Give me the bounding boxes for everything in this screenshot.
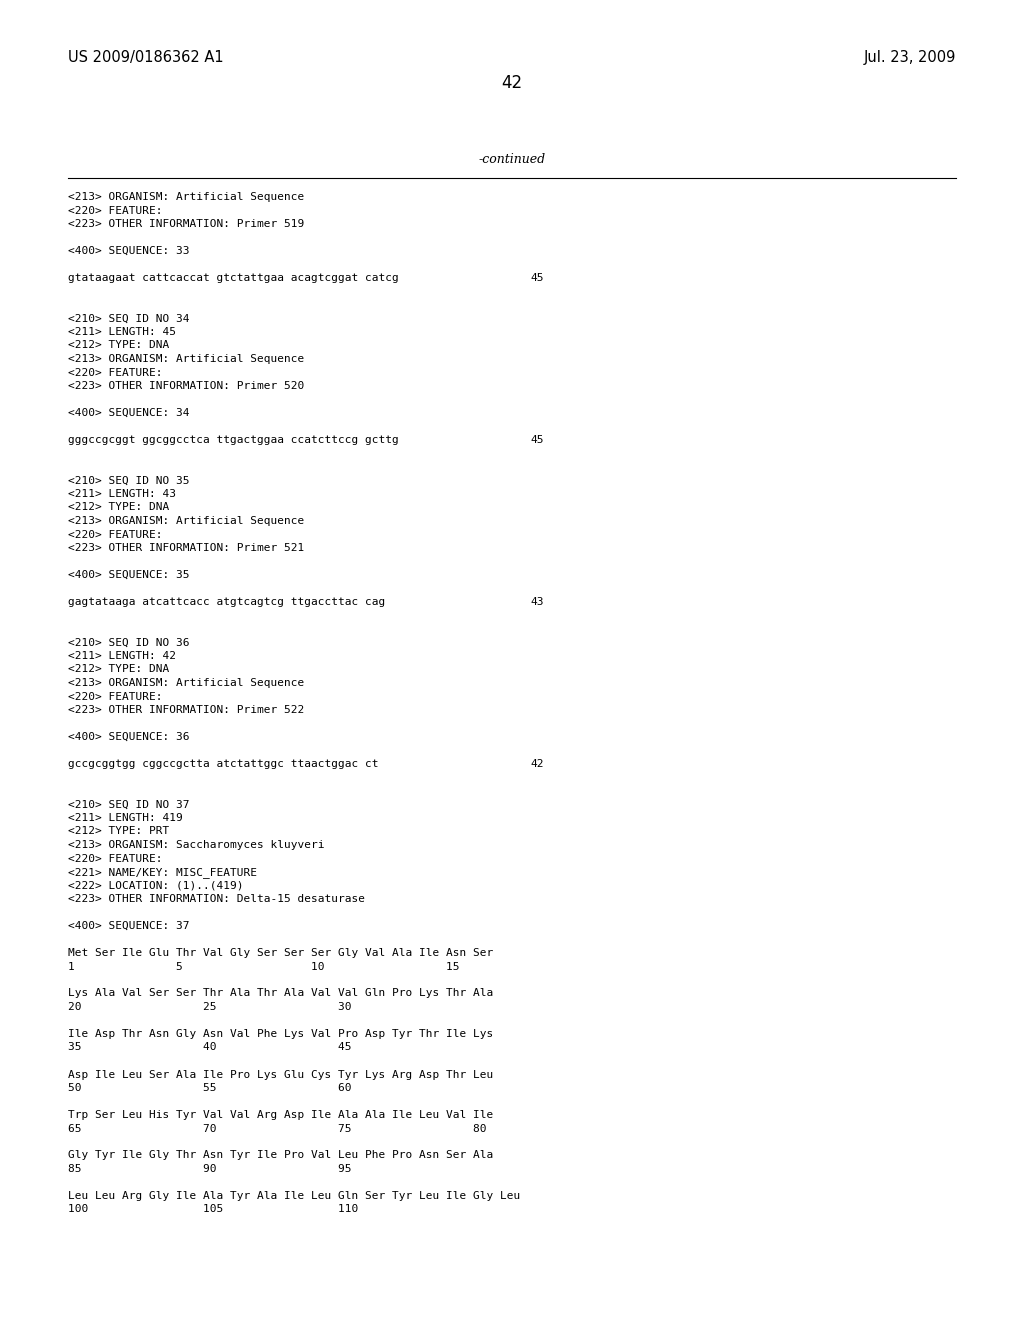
Text: Met Ser Ile Glu Thr Val Gly Ser Ser Ser Gly Val Ala Ile Asn Ser: Met Ser Ile Glu Thr Val Gly Ser Ser Ser … — [68, 948, 494, 958]
Text: 100                 105                 110: 100 105 110 — [68, 1204, 358, 1214]
Text: <213> ORGANISM: Saccharomyces kluyveri: <213> ORGANISM: Saccharomyces kluyveri — [68, 840, 325, 850]
Text: 65                  70                  75                  80: 65 70 75 80 — [68, 1123, 486, 1134]
Text: <222> LOCATION: (1)..(419): <222> LOCATION: (1)..(419) — [68, 880, 244, 891]
Text: <211> LENGTH: 419: <211> LENGTH: 419 — [68, 813, 182, 822]
Text: Ile Asp Thr Asn Gly Asn Val Phe Lys Val Pro Asp Tyr Thr Ile Lys: Ile Asp Thr Asn Gly Asn Val Phe Lys Val … — [68, 1030, 494, 1039]
Text: <210> SEQ ID NO 37: <210> SEQ ID NO 37 — [68, 800, 189, 809]
Text: <400> SEQUENCE: 37: <400> SEQUENCE: 37 — [68, 921, 189, 931]
Text: 42: 42 — [502, 74, 522, 92]
Text: 43: 43 — [530, 597, 544, 607]
Text: <220> FEATURE:: <220> FEATURE: — [68, 692, 163, 701]
Text: -continued: -continued — [478, 153, 546, 166]
Text: <223> OTHER INFORMATION: Delta-15 desaturase: <223> OTHER INFORMATION: Delta-15 desatu… — [68, 894, 365, 904]
Text: gggccgcggt ggcggcctca ttgactggaa ccatcttccg gcttg: gggccgcggt ggcggcctca ttgactggaa ccatctt… — [68, 436, 398, 445]
Text: <212> TYPE: DNA: <212> TYPE: DNA — [68, 503, 169, 512]
Text: 85                  90                  95: 85 90 95 — [68, 1164, 351, 1173]
Text: gccgcggtgg cggccgctta atctattggc ttaactggac ct: gccgcggtgg cggccgctta atctattggc ttaactg… — [68, 759, 379, 770]
Text: <223> OTHER INFORMATION: Primer 519: <223> OTHER INFORMATION: Primer 519 — [68, 219, 304, 228]
Text: <210> SEQ ID NO 34: <210> SEQ ID NO 34 — [68, 314, 189, 323]
Text: <223> OTHER INFORMATION: Primer 520: <223> OTHER INFORMATION: Primer 520 — [68, 381, 304, 391]
Text: 20                  25                  30: 20 25 30 — [68, 1002, 351, 1012]
Text: <211> LENGTH: 42: <211> LENGTH: 42 — [68, 651, 176, 661]
Text: <213> ORGANISM: Artificial Sequence: <213> ORGANISM: Artificial Sequence — [68, 191, 304, 202]
Text: 35                  40                  45: 35 40 45 — [68, 1043, 351, 1052]
Text: US 2009/0186362 A1: US 2009/0186362 A1 — [68, 50, 223, 65]
Text: <400> SEQUENCE: 36: <400> SEQUENCE: 36 — [68, 733, 189, 742]
Text: Trp Ser Leu His Tyr Val Val Arg Asp Ile Ala Ala Ile Leu Val Ile: Trp Ser Leu His Tyr Val Val Arg Asp Ile … — [68, 1110, 494, 1119]
Text: <220> FEATURE:: <220> FEATURE: — [68, 529, 163, 540]
Text: <211> LENGTH: 43: <211> LENGTH: 43 — [68, 488, 176, 499]
Text: <223> OTHER INFORMATION: Primer 521: <223> OTHER INFORMATION: Primer 521 — [68, 543, 304, 553]
Text: <400> SEQUENCE: 35: <400> SEQUENCE: 35 — [68, 570, 189, 579]
Text: 1               5                   10                  15: 1 5 10 15 — [68, 961, 460, 972]
Text: <211> LENGTH: 45: <211> LENGTH: 45 — [68, 327, 176, 337]
Text: gagtataaga atcattcacc atgtcagtcg ttgaccttac cag: gagtataaga atcattcacc atgtcagtcg ttgacct… — [68, 597, 385, 607]
Text: <220> FEATURE:: <220> FEATURE: — [68, 854, 163, 863]
Text: gtataagaat cattcaccat gtctattgaa acagtcggat catcg: gtataagaat cattcaccat gtctattgaa acagtcg… — [68, 273, 398, 282]
Text: <212> TYPE: DNA: <212> TYPE: DNA — [68, 664, 169, 675]
Text: <400> SEQUENCE: 34: <400> SEQUENCE: 34 — [68, 408, 189, 418]
Text: <210> SEQ ID NO 35: <210> SEQ ID NO 35 — [68, 475, 189, 486]
Text: <223> OTHER INFORMATION: Primer 522: <223> OTHER INFORMATION: Primer 522 — [68, 705, 304, 715]
Text: 50                  55                  60: 50 55 60 — [68, 1082, 351, 1093]
Text: <212> TYPE: DNA: <212> TYPE: DNA — [68, 341, 169, 351]
Text: <220> FEATURE:: <220> FEATURE: — [68, 206, 163, 215]
Text: <213> ORGANISM: Artificial Sequence: <213> ORGANISM: Artificial Sequence — [68, 354, 304, 364]
Text: 42: 42 — [530, 759, 544, 770]
Text: <213> ORGANISM: Artificial Sequence: <213> ORGANISM: Artificial Sequence — [68, 678, 304, 688]
Text: Asp Ile Leu Ser Ala Ile Pro Lys Glu Cys Tyr Lys Arg Asp Thr Leu: Asp Ile Leu Ser Ala Ile Pro Lys Glu Cys … — [68, 1069, 494, 1080]
Text: 45: 45 — [530, 273, 544, 282]
Text: Gly Tyr Ile Gly Thr Asn Tyr Ile Pro Val Leu Phe Pro Asn Ser Ala: Gly Tyr Ile Gly Thr Asn Tyr Ile Pro Val … — [68, 1151, 494, 1160]
Text: <221> NAME/KEY: MISC_FEATURE: <221> NAME/KEY: MISC_FEATURE — [68, 867, 257, 878]
Text: 45: 45 — [530, 436, 544, 445]
Text: <213> ORGANISM: Artificial Sequence: <213> ORGANISM: Artificial Sequence — [68, 516, 304, 525]
Text: <210> SEQ ID NO 36: <210> SEQ ID NO 36 — [68, 638, 189, 648]
Text: Lys Ala Val Ser Ser Thr Ala Thr Ala Val Val Gln Pro Lys Thr Ala: Lys Ala Val Ser Ser Thr Ala Thr Ala Val … — [68, 989, 494, 998]
Text: Jul. 23, 2009: Jul. 23, 2009 — [863, 50, 956, 65]
Text: Leu Leu Arg Gly Ile Ala Tyr Ala Ile Leu Gln Ser Tyr Leu Ile Gly Leu: Leu Leu Arg Gly Ile Ala Tyr Ala Ile Leu … — [68, 1191, 520, 1201]
Text: <212> TYPE: PRT: <212> TYPE: PRT — [68, 826, 169, 837]
Text: <220> FEATURE:: <220> FEATURE: — [68, 367, 163, 378]
Text: <400> SEQUENCE: 33: <400> SEQUENCE: 33 — [68, 246, 189, 256]
